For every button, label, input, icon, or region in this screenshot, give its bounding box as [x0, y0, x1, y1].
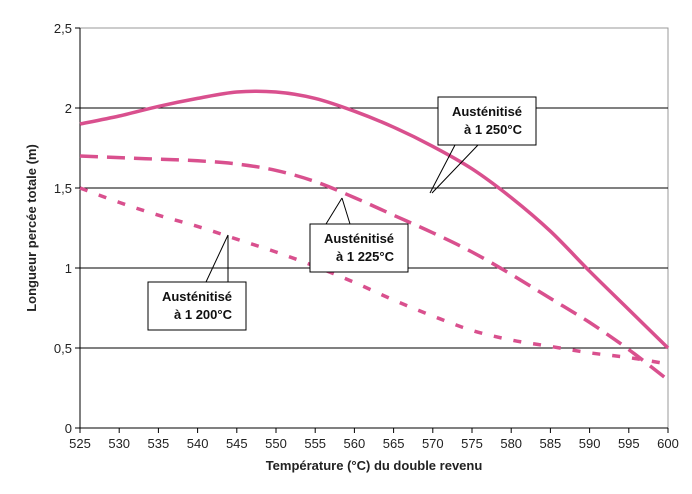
x-tick-label: 565 — [383, 436, 405, 451]
x-tick-label: 545 — [226, 436, 248, 451]
x-tick-label: 590 — [579, 436, 601, 451]
series-label: à 1 200°C — [174, 307, 233, 322]
series-label-box — [437, 96, 537, 146]
y-tick-label: 1 — [65, 261, 72, 276]
y-tick-label: 0,5 — [54, 341, 72, 356]
callout-line — [325, 197, 343, 225]
y-axis-title: Longueur percée totale (m) — [24, 144, 39, 312]
x-tick-label: 575 — [461, 436, 483, 451]
callout-line — [341, 197, 351, 225]
y-tick-label: 0 — [65, 421, 72, 436]
x-tick-label: 525 — [69, 436, 91, 451]
y-tick-label: 2,5 — [54, 21, 72, 36]
series-label: à 1 250°C — [464, 122, 523, 137]
x-tick-label: 595 — [618, 436, 640, 451]
series-line-2 — [79, 186, 669, 366]
series-label: Austénitisé — [324, 231, 394, 246]
callout-line — [205, 234, 229, 283]
y-tick-label: 1,5 — [54, 181, 72, 196]
x-tick-label: 585 — [540, 436, 562, 451]
series-label-box — [309, 223, 409, 273]
y-tick-label: 2 — [65, 101, 72, 116]
series-label: Austénitisé — [452, 104, 522, 119]
x-tick-label: 540 — [187, 436, 209, 451]
series-line-0 — [79, 89, 670, 350]
series-label-box — [147, 281, 247, 331]
series-label: à 1 225°C — [336, 249, 395, 264]
x-tick-label: 550 — [265, 436, 287, 451]
x-tick-label: 570 — [422, 436, 444, 451]
x-tick-label: 560 — [344, 436, 366, 451]
x-tick-label: 535 — [148, 436, 170, 451]
x-tick-label: 555 — [304, 436, 326, 451]
callout-line — [431, 144, 479, 194]
series-line-1 — [79, 154, 670, 382]
x-tick-label: 530 — [108, 436, 130, 451]
x-tick-label: 580 — [500, 436, 522, 451]
callout-line — [429, 144, 456, 194]
series-label: Austénitisé — [162, 289, 232, 304]
x-axis-title: Température (°C) du double revenu — [266, 458, 483, 473]
x-tick-label: 600 — [657, 436, 679, 451]
